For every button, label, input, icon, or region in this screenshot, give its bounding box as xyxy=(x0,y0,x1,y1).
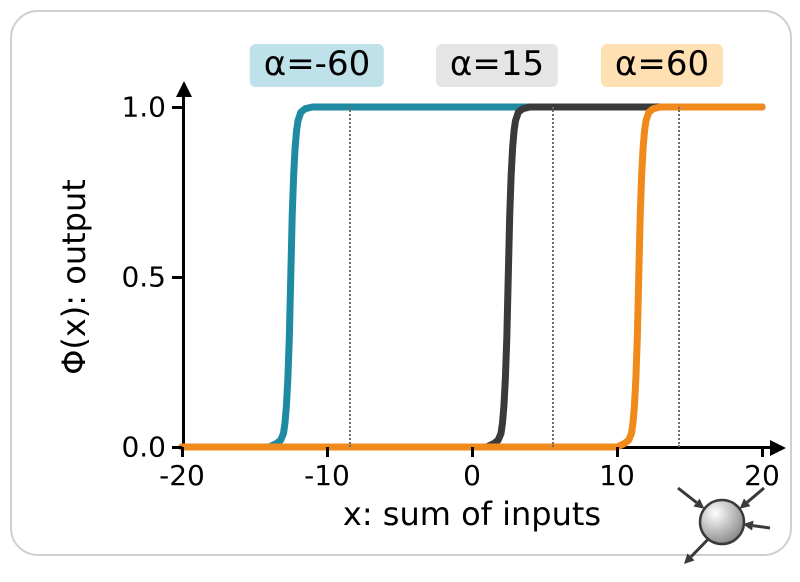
neuron-icon xyxy=(662,462,782,582)
x-tick xyxy=(761,447,764,457)
y-tick-label: 0.0 xyxy=(121,431,166,464)
vline-alpha-15 xyxy=(552,107,554,447)
y-axis-label: Φ(x): output xyxy=(55,179,93,375)
plot-area: -20-1001020 0.00.51.0 xyxy=(182,107,762,447)
legend-alpha-15: α=15 xyxy=(436,44,558,87)
series-svg xyxy=(182,107,762,447)
x-tick xyxy=(326,447,329,457)
chart-frame: α=-60 α=15 α=60 -20-1001020 0.00.51.0 x:… xyxy=(10,10,792,556)
x-tick-label: 10 xyxy=(599,459,635,492)
x-tick xyxy=(471,447,474,457)
y-tick xyxy=(172,446,182,449)
y-tick xyxy=(172,276,182,279)
y-tick-label: 1.0 xyxy=(121,91,166,124)
x-axis-arrow xyxy=(770,438,790,458)
legend-alpha-60: α=60 xyxy=(601,44,723,87)
x-tick xyxy=(616,447,619,457)
legend-alpha-neg60: α=-60 xyxy=(250,44,384,87)
vline-alpha-60 xyxy=(678,107,680,447)
y-tick xyxy=(172,106,182,109)
vline-alpha-neg60 xyxy=(349,107,351,447)
y-tick-label: 0.5 xyxy=(121,261,166,294)
x-tick-label: 0 xyxy=(463,459,481,492)
x-axis-label: x: sum of inputs xyxy=(343,495,601,533)
x-tick-label: -10 xyxy=(304,459,350,492)
x-tick-label: -20 xyxy=(159,459,205,492)
y-axis-arrow xyxy=(174,81,194,101)
